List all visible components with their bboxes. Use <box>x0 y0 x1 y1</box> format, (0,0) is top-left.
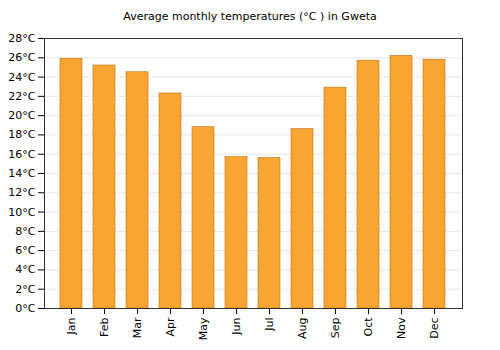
svg-text:16°C: 16°C <box>8 148 35 161</box>
svg-text:Oct: Oct <box>362 317 375 337</box>
svg-text:6°C: 6°C <box>15 244 35 257</box>
svg-text:28°C: 28°C <box>8 32 35 45</box>
svg-text:24°C: 24°C <box>8 71 35 84</box>
svg-text:4°C: 4°C <box>15 263 35 276</box>
svg-text:Aug: Aug <box>296 318 309 339</box>
svg-text:0°C: 0°C <box>15 302 35 315</box>
svg-text:Nov: Nov <box>395 317 408 339</box>
svg-text:Dec: Dec <box>428 318 441 339</box>
svg-text:Jan: Jan <box>65 317 78 335</box>
svg-text:2°C: 2°C <box>15 283 35 296</box>
svg-text:26°C: 26°C <box>8 51 35 64</box>
svg-text:Sep: Sep <box>329 317 342 338</box>
svg-text:10°C: 10°C <box>8 206 35 219</box>
svg-text:Apr: Apr <box>164 317 177 337</box>
svg-text:Mar: Mar <box>131 317 144 338</box>
svg-text:May: May <box>197 317 210 340</box>
svg-text:18°C: 18°C <box>8 128 35 141</box>
svg-text:20°C: 20°C <box>8 109 35 122</box>
svg-text:Jun: Jun <box>230 317 243 335</box>
html-text:Average monthly temperatures (: Average monthly temperatures (°C ) in Gw… <box>123 10 377 23</box>
svg-text:12°C: 12°C <box>8 186 35 199</box>
svg-text:Feb: Feb <box>98 317 111 336</box>
svg-text:22°C: 22°C <box>8 90 35 103</box>
svg-text:8°C: 8°C <box>15 225 35 238</box>
svg-text:14°C: 14°C <box>8 167 35 180</box>
svg-text:Jul: Jul <box>263 318 276 332</box>
